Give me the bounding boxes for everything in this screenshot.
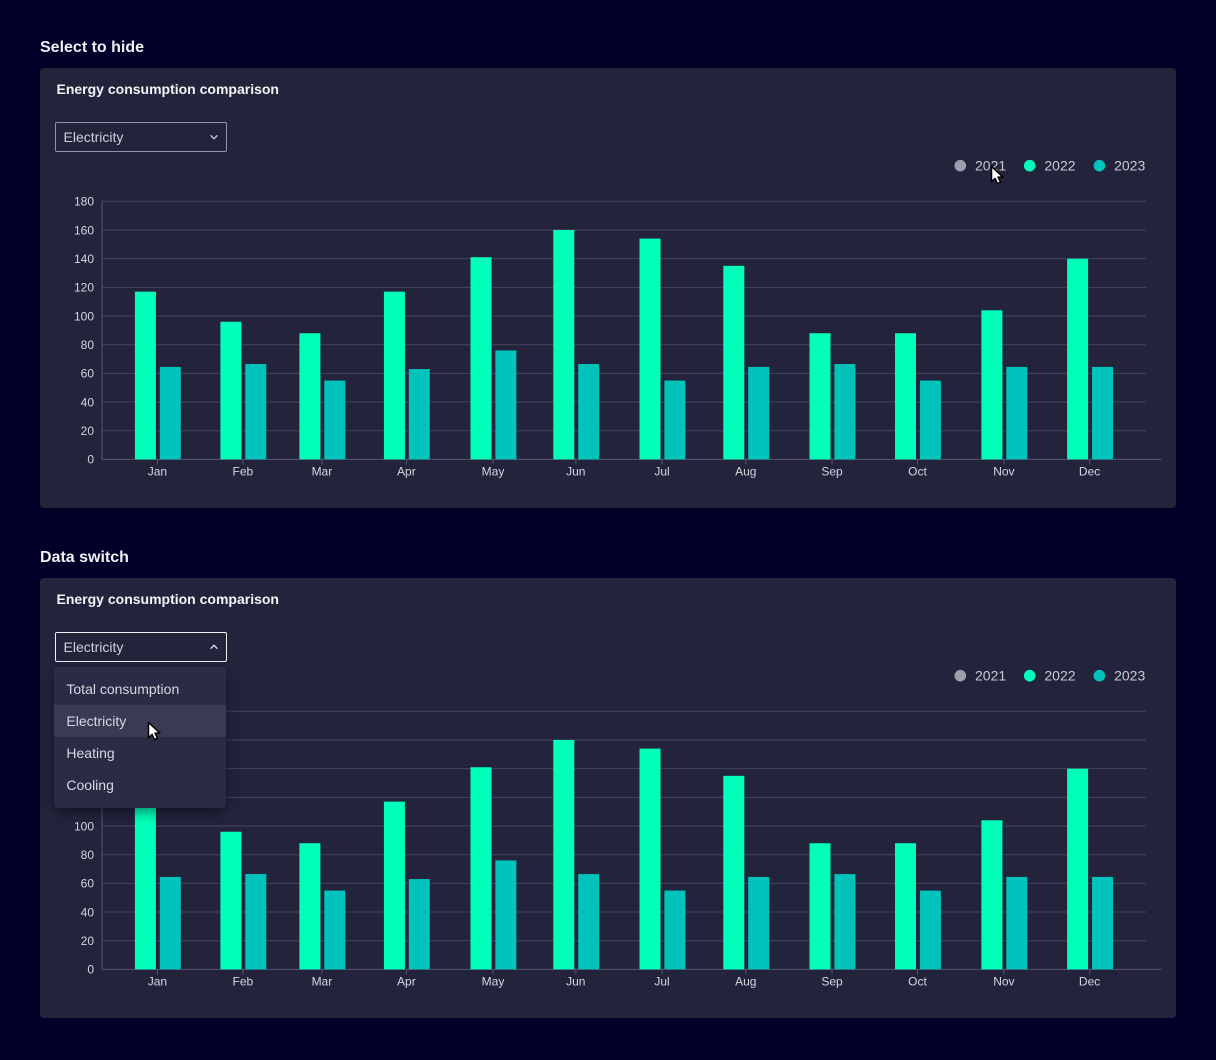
svg-text:Dec: Dec	[1079, 465, 1100, 479]
svg-text:Apr: Apr	[397, 975, 416, 989]
svg-text:Oct: Oct	[908, 975, 927, 989]
svg-text:Jan: Jan	[148, 975, 167, 989]
svg-text:20: 20	[81, 934, 95, 948]
svg-text:May: May	[482, 975, 505, 989]
svg-text:Dec: Dec	[1079, 975, 1100, 989]
svg-text:180: 180	[74, 195, 94, 209]
svg-text:60: 60	[81, 877, 95, 891]
svg-text:100: 100	[74, 819, 94, 833]
svg-text:Aug: Aug	[735, 465, 756, 479]
svg-text:Nov: Nov	[993, 975, 1014, 989]
svg-text:80: 80	[81, 338, 95, 352]
svg-text:0: 0	[87, 453, 94, 467]
svg-text:Feb: Feb	[233, 975, 254, 989]
svg-text:60: 60	[81, 367, 95, 381]
svg-text:160: 160	[74, 223, 94, 237]
svg-text:20: 20	[81, 424, 95, 438]
svg-text:Apr: Apr	[397, 465, 416, 479]
svg-text:40: 40	[81, 905, 95, 919]
svg-text:Feb: Feb	[233, 465, 254, 479]
svg-text:Aug: Aug	[735, 975, 756, 989]
svg-text:100: 100	[74, 309, 94, 323]
svg-text:Jul: Jul	[654, 975, 669, 989]
svg-text:2021: 2021	[975, 668, 1006, 684]
svg-text:Jul: Jul	[654, 465, 669, 479]
svg-text:40: 40	[81, 395, 95, 409]
svg-text:2023: 2023	[1114, 668, 1145, 684]
svg-text:Oct: Oct	[908, 465, 927, 479]
svg-text:2022: 2022	[1044, 158, 1075, 174]
svg-text:May: May	[482, 465, 505, 479]
svg-text:2021: 2021	[975, 158, 1006, 174]
svg-text:Mar: Mar	[312, 465, 333, 479]
svg-text:Jun: Jun	[566, 975, 585, 989]
svg-text:120: 120	[74, 281, 94, 295]
svg-text:0: 0	[87, 963, 94, 977]
svg-text:Jun: Jun	[566, 465, 585, 479]
svg-text:80: 80	[81, 848, 95, 862]
svg-text:Mar: Mar	[312, 975, 333, 989]
svg-text:2023: 2023	[1114, 158, 1145, 174]
svg-text:Sep: Sep	[821, 975, 843, 989]
svg-text:Nov: Nov	[993, 465, 1014, 479]
svg-text:140: 140	[74, 252, 94, 266]
svg-text:2022: 2022	[1044, 668, 1075, 684]
svg-text:Sep: Sep	[821, 465, 843, 479]
svg-text:Jan: Jan	[148, 465, 167, 479]
